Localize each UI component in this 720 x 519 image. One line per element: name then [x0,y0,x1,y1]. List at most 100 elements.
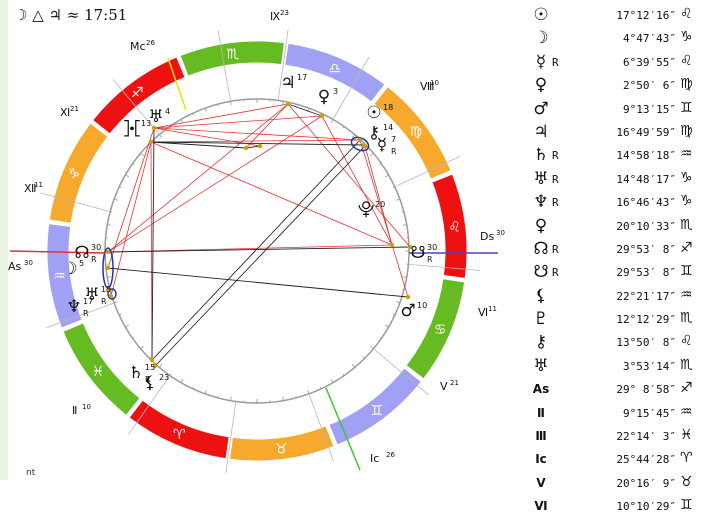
mercury-degree: 7 [391,135,396,144]
sagittarius-icon: ♐ [131,85,144,101]
degree-tick [181,119,183,122]
sign-icon: ♐ [680,240,693,256]
degree-value: 2°50′ 6″ [623,79,676,92]
degree-tick [205,108,206,112]
venus-degree: 3 [333,87,338,96]
left-panel-edge [0,0,8,480]
degree-value: 22°21′17″ [616,290,676,303]
lilith-icon: ⚸ [528,286,554,306]
sign-icon: ♉ [680,474,693,490]
sun-degree: 18 [383,103,393,112]
uranus-alt-degree: 4 [165,107,170,116]
house-10-label: Mc [130,40,146,53]
degree-tick [181,379,183,382]
sign-icon: ♍ [680,76,693,92]
position-row-venus: ♀ 2°50′ 6″ ♍ [522,74,720,97]
degree-value: 14°58′18″ [616,149,676,162]
degree-value: 29°53′ 8″ [616,243,676,256]
degree-value: 16°49′59″ [616,126,676,139]
degree-tick [296,396,297,398]
planet-point [286,102,290,106]
mars-icon: ♂ [528,99,554,119]
jupiter-icon: ♃ [528,122,554,142]
uranus-degree: 15 [101,285,111,294]
jupiter-degree: 17 [297,73,307,82]
degree-value: 6°39′55″ [623,56,676,69]
north-node-icon: ☊ [74,243,89,263]
degree-tick [396,199,400,200]
saturn-icon: ♄ [128,363,143,383]
house-10-number: 26 [146,39,155,47]
degree-tick [385,325,388,327]
mars-icon: ♂ [400,301,415,321]
house-8-number: 10 [430,79,439,87]
imum-coeli-icon: Ic [528,452,554,466]
degree-value: 4°47′43″ [623,32,676,45]
sun-icon: ☉ [366,103,381,123]
saturn-icon: ♄ [528,145,554,165]
retrograde-flag: R [552,173,559,186]
house-labels: ⅠⅡ10Ic26Ⅴ21Ⅵ11Ds30Ⅷ10Ⅸ23Mc26Ⅺ21Ⅻ11As30 [8,0,505,465]
position-row-uranus-h: ♅3°53′14″♏ [522,355,720,378]
degree-tick [159,135,162,138]
south-node-degree: 30 [427,243,437,252]
cancer-icon: ♋ [434,322,447,338]
sign-icon: ♊ [680,263,693,279]
sign-icon: ♓ [680,427,693,443]
chiron-degree: 14 [383,123,393,132]
house-2-icon: Ⅱ [528,406,554,420]
degree-tick [296,104,297,106]
aspect-line-red [154,104,288,128]
position-row-pluto: ♀20°10′33″♏ [522,215,720,238]
retrograde-flag: R [101,297,107,306]
aries-icon: ♈ [173,427,186,443]
sign-icon: ♌ [680,333,693,349]
proserpina-icon: ⯘ [123,119,140,139]
planet-point [106,266,110,270]
natal-chart-wheel: ♌♋♊♉♈♓♒♑♐♏♎♍ ☉18☽5☿7R♀3♂10♃17♄15R♅15R♆17… [8,0,520,480]
degree-tick [132,337,134,338]
virgo-icon: ♍ [410,124,423,140]
degree-value: 14°48′17″ [616,173,676,186]
position-row-lilith: ⚸22°21′17″♒ [522,285,720,308]
position-row-sun: ☉17°12′16″♌ [522,4,720,27]
degree-tick [331,119,333,122]
planet-point [106,250,110,254]
house-12-number: 11 [34,181,43,189]
degree-tick [114,199,118,200]
mercury-icon: ☿ [528,52,554,72]
degree-value: 3°53′14″ [623,360,676,373]
degree-tick [141,346,144,349]
degree-tick [110,212,112,213]
sign-icon: ♍ [680,123,693,139]
aspect-line-red [151,142,392,245]
neptune-degree: 17 [83,297,93,306]
planet-point [406,295,410,299]
degree-value: 9°15′45″ [623,407,676,420]
sign-icon: ♑ [680,193,693,209]
retrograde-flag: R [552,149,559,162]
planet-point [320,114,324,118]
degree-tick [343,126,344,128]
sign-icon: ♏ [680,310,693,326]
venus-icon: ♀ [528,75,554,95]
house-7-label: Ds [480,230,494,243]
sign-icon: ♑ [680,29,693,45]
north-node-icon: ☊ [528,239,554,259]
degree-tick [114,302,118,303]
lilith-degree: 23 [159,373,169,382]
house-6-icon: Ⅵ [528,499,554,513]
chiron-icon: ⚷ [368,123,380,143]
degree-value: 10°10′29″ [616,500,676,513]
house-3-icon: Ⅲ [528,429,554,443]
venus-icon: ♀ [318,87,330,107]
house-6-number: 11 [488,305,497,313]
degree-value: 9°13′15″ [623,103,676,116]
